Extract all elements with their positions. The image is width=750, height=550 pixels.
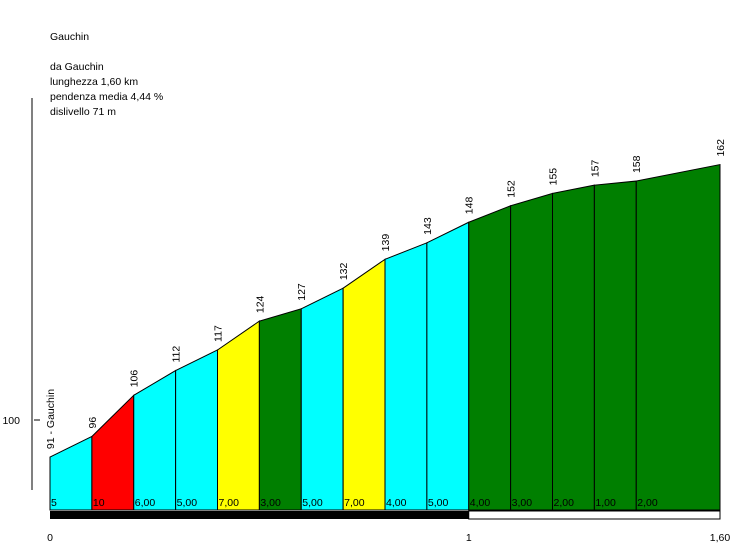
profile-segment xyxy=(175,349,218,511)
elevation-label: 106 xyxy=(129,370,141,388)
profile-segment xyxy=(342,258,386,511)
grade-label: 4,00 xyxy=(386,497,407,509)
grade-label: 3,00 xyxy=(512,497,533,509)
profile-segment xyxy=(133,369,177,511)
grade-label: 3,00 xyxy=(260,497,281,509)
elevation-label: 91 - Gauchin xyxy=(45,389,57,449)
grade-label: 6,00 xyxy=(135,497,156,509)
profile-segment xyxy=(635,163,721,511)
profile-segment xyxy=(426,221,470,511)
grade-label: 5,00 xyxy=(177,497,198,509)
profile-segment xyxy=(217,320,260,511)
profile-segment xyxy=(258,308,302,511)
grade-label: 10 xyxy=(93,497,105,509)
start-point-text: da Gauchin xyxy=(50,61,104,73)
grade-label: 1,00 xyxy=(595,497,616,509)
elevation-label: 155 xyxy=(548,168,560,186)
y-tick-label: 100 xyxy=(2,415,20,427)
profile-segment xyxy=(384,242,428,511)
elevation-label: 158 xyxy=(631,155,643,173)
chart-title: Gauchin xyxy=(50,31,90,43)
grade-label: 5,00 xyxy=(428,497,449,509)
grade-label: 2,00 xyxy=(554,497,575,509)
grade-label: 5 xyxy=(51,497,57,509)
elevation-gain-text: dislivello 71 m xyxy=(50,106,116,118)
distance-scale-filled xyxy=(50,511,469,519)
distance-scale-empty xyxy=(468,510,721,520)
grade-label: 7,00 xyxy=(344,497,365,509)
grade-label: 4,00 xyxy=(470,497,491,509)
elevation-label: 152 xyxy=(506,180,518,198)
profile-segment xyxy=(510,192,553,511)
elevation-label: 148 xyxy=(464,197,476,215)
elevation-label: 143 xyxy=(422,217,434,235)
profile-segment xyxy=(593,180,637,511)
elevation-label: 157 xyxy=(589,159,601,177)
elevation-label: 96 xyxy=(87,417,99,429)
grade-label: 5,00 xyxy=(302,497,323,509)
x-tick-label: 0 xyxy=(47,532,53,544)
length-text: lunghezza 1,60 km xyxy=(50,76,139,88)
elevation-label: 139 xyxy=(380,234,392,252)
elevation-label: 124 xyxy=(254,295,266,313)
profile-segment xyxy=(552,184,595,511)
elevation-label: 162 xyxy=(715,139,727,157)
elevation-label: 112 xyxy=(171,346,183,363)
profile-segment xyxy=(91,394,135,511)
x-tick-label: 1 xyxy=(466,532,472,544)
elevation-label: 117 xyxy=(213,325,225,342)
profile-segment xyxy=(468,205,512,511)
elevation-label: 127 xyxy=(296,283,308,301)
profile-segment xyxy=(300,287,344,511)
average-gradient-text: pendenza media 4,44 % xyxy=(50,91,164,103)
x-tick-label: 1,60 xyxy=(710,532,731,544)
grade-label: 2,00 xyxy=(637,497,658,509)
grade-label: 7,00 xyxy=(219,497,240,509)
elevation-label: 132 xyxy=(338,262,350,280)
